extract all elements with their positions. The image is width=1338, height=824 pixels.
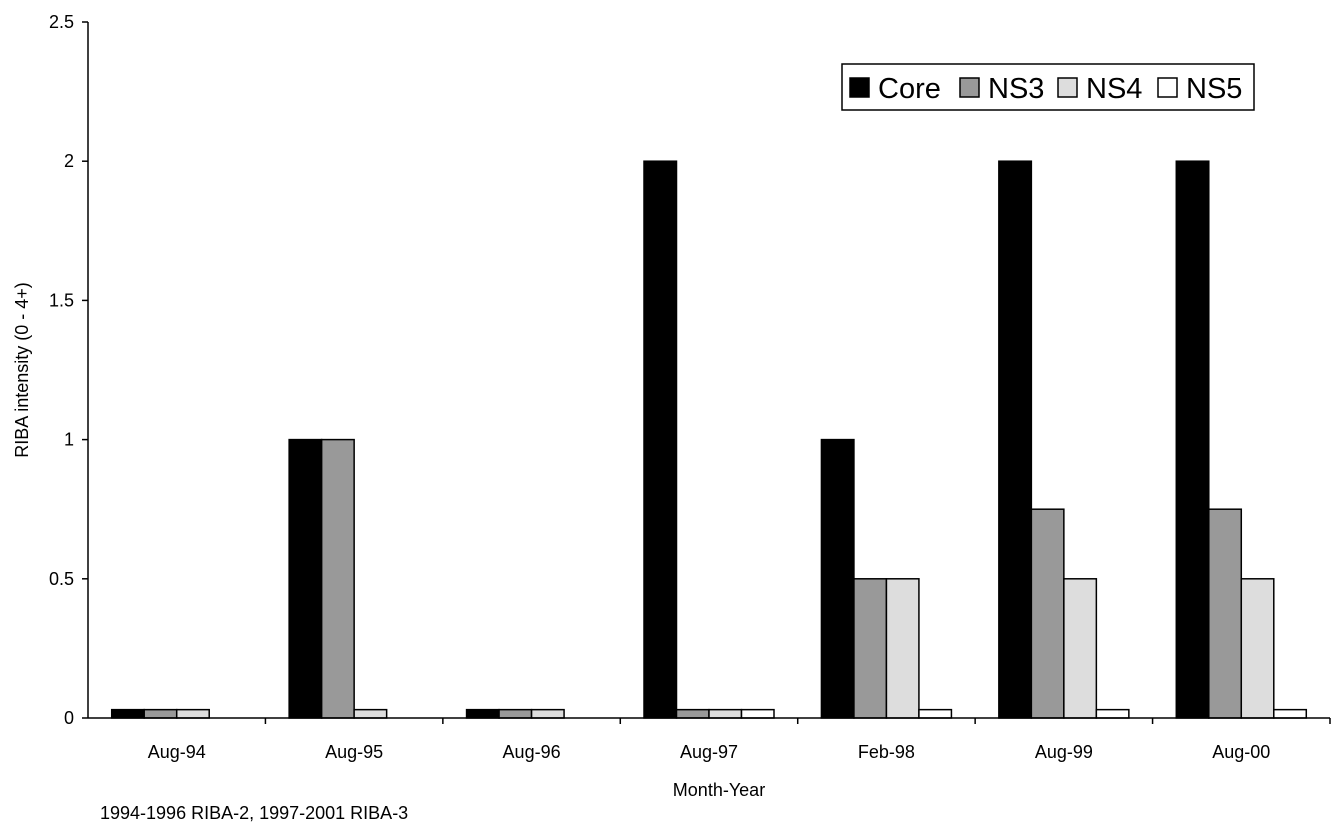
bar-ns4-aug-95	[353, 708, 388, 719]
y-tick-label: 0.5	[49, 569, 74, 589]
legend-swatch-core	[849, 77, 870, 98]
y-tick-label: 0	[64, 708, 74, 728]
bar-ns4-aug-97	[708, 708, 743, 719]
bar-ns4-feb-98	[885, 578, 920, 719]
bar-ns3-aug-97	[675, 708, 710, 719]
x-tick-label: Aug-94	[148, 742, 206, 762]
bar-core-aug-97	[643, 160, 678, 719]
axes-layer	[87, 22, 1330, 719]
bar-ns5-aug-99	[1095, 708, 1130, 719]
bar-core-aug-96	[465, 708, 500, 719]
bar-ns3-aug-99	[1030, 508, 1065, 719]
bar-ns3-feb-98	[853, 578, 888, 719]
x-tick-label: Aug-96	[503, 742, 561, 762]
bar-ns3-aug-94	[143, 708, 178, 719]
bar-core-aug-94	[110, 708, 145, 719]
x-tick-label: Feb-98	[858, 742, 915, 762]
x-tick-label: Aug-95	[325, 742, 383, 762]
legend-swatch-ns4	[1057, 77, 1078, 98]
y-tick-label: 2.5	[49, 12, 74, 32]
bar-ns5-feb-98	[918, 708, 953, 719]
bar-ns3-aug-00	[1208, 508, 1243, 719]
bar-ns5-aug-97	[740, 708, 775, 719]
bar-core-aug-99	[998, 160, 1033, 719]
ticks-layer: 0 0.5 1 1.5 2 2.5 Aug-94 Aug-95 Aug-96 Aug-97 Feb-…	[49, 12, 1331, 762]
bars-layer	[110, 160, 1308, 719]
legend-label-core: Core	[878, 73, 941, 105]
bar-ns4-aug-94	[175, 708, 210, 719]
bar-ns4-aug-00	[1240, 578, 1275, 719]
legend-label-ns4: NS4	[1086, 73, 1142, 105]
legend: Core NS3 NS4 NS5	[841, 63, 1255, 111]
bar-ns3-aug-96	[498, 708, 533, 719]
legend-swatch-ns5	[1157, 77, 1178, 98]
footnote: 1994-1996 RIBA-2, 1997-2001 RIBA-3	[100, 803, 409, 823]
y-tick-label: 1	[64, 430, 74, 450]
x-tick-label: Aug-99	[1035, 742, 1093, 762]
legend-box	[841, 63, 1255, 111]
x-tick-label: Aug-00	[1212, 742, 1270, 762]
x-axis-title: Month-Year	[673, 780, 765, 800]
y-axis-title: RIBA intensity (0 - 4+)	[12, 282, 32, 458]
bar-chart: 0 0.5 1 1.5 2 2.5 Aug-94 Aug-95 Aug-96 Aug-97 Feb-…	[12, 12, 1331, 800]
bar-ns4-aug-99	[1063, 578, 1098, 719]
x-tick-label: Aug-97	[680, 742, 738, 762]
bar-core-feb-98	[820, 438, 855, 719]
bar-ns3-aug-95	[320, 438, 355, 719]
legend-label-ns5: NS5	[1186, 73, 1242, 105]
bar-ns4-aug-96	[530, 708, 565, 719]
y-tick-label: 1.5	[49, 290, 74, 310]
y-tick-label: 2	[64, 151, 74, 171]
bar-ns5-aug-00	[1273, 708, 1308, 719]
legend-label-ns3: NS3	[988, 73, 1044, 105]
bar-core-aug-00	[1175, 160, 1210, 719]
bar-core-aug-95	[288, 438, 323, 719]
legend-swatch-ns3	[959, 77, 980, 98]
